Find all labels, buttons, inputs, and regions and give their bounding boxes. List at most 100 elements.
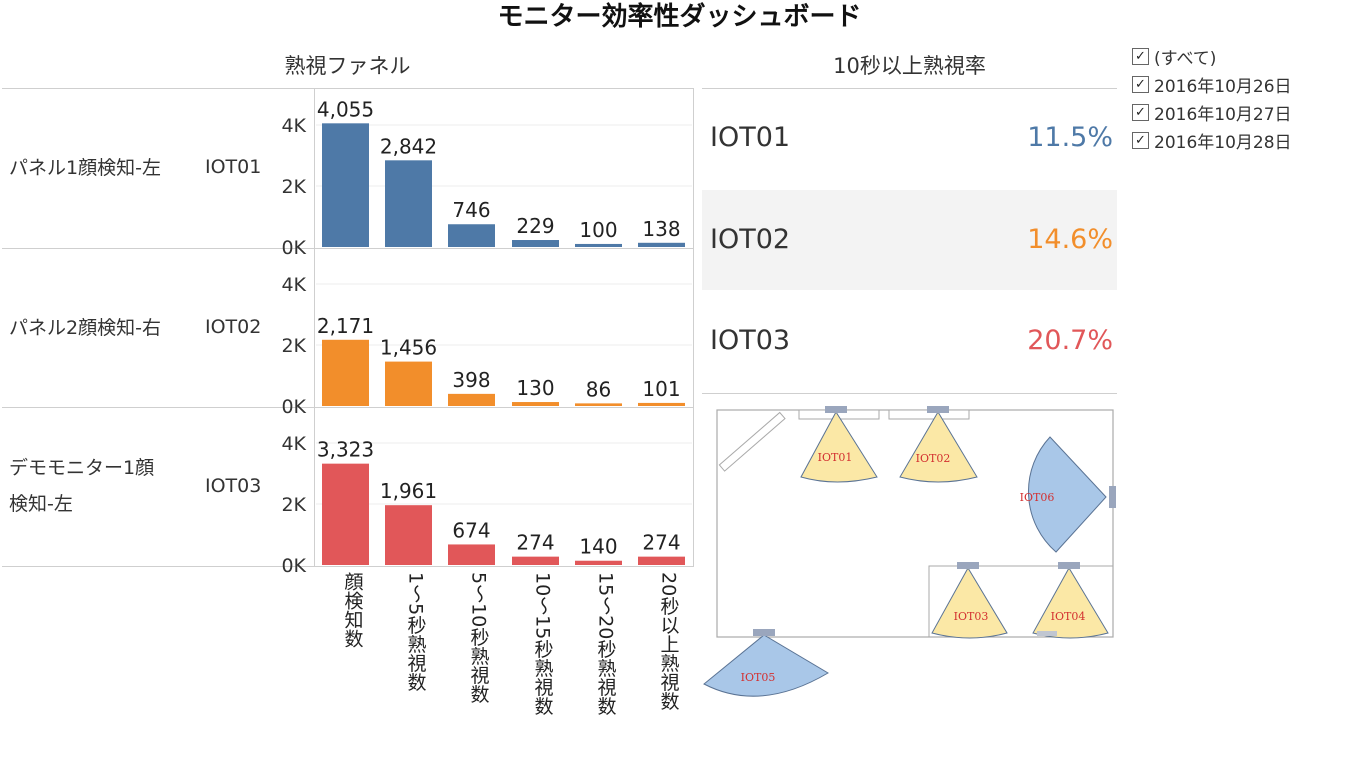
checkbox-checked-icon[interactable]: ✓ — [1132, 75, 1149, 93]
inner-room — [928, 565, 1114, 638]
data-label: 3,323 — [317, 438, 374, 462]
sensor-device — [825, 406, 847, 413]
bar-iot02-1[interactable] — [385, 361, 432, 406]
divider — [702, 393, 1117, 394]
sensor-cone-iot01 — [800, 411, 878, 483]
data-label: 100 — [579, 218, 617, 242]
filter-date-2[interactable]: ✓ 2016年10月27日 — [1132, 99, 1292, 125]
bar-iot03-0[interactable] — [322, 463, 369, 565]
divider — [2, 566, 694, 567]
filter-label: 2016年10月26日 — [1154, 76, 1292, 97]
panel-label-1: パネル1顔検知-左 — [9, 157, 161, 179]
funnel-title: 熟視ファネル — [284, 54, 411, 78]
y-tick-label: 4K — [281, 115, 306, 137]
filter-all[interactable]: ✓ (すべて) — [1132, 43, 1216, 69]
bar-iot01-5[interactable] — [638, 242, 685, 247]
rate-row-iot03[interactable]: IOT03 20.7% — [702, 291, 1117, 391]
filter-date-1[interactable]: ✓ 2016年10月26日 — [1132, 71, 1292, 97]
data-label: 138 — [642, 217, 680, 241]
data-label: 746 — [452, 198, 490, 222]
sensor-device — [957, 562, 979, 569]
rate-row-iot01[interactable]: IOT01 11.5% — [702, 88, 1117, 188]
panel-label-3: デモモニター1顔 — [9, 457, 155, 479]
data-label: 274 — [642, 531, 680, 555]
axis-line — [314, 88, 315, 567]
sensor-label: IOT01 — [818, 451, 853, 464]
device-label-2: IOT02 — [205, 316, 262, 338]
divider — [2, 407, 694, 408]
sensor-cone-iot05 — [703, 634, 829, 697]
bar-iot03-4[interactable] — [575, 560, 622, 565]
sensor-label: IOT04 — [1051, 610, 1086, 623]
checkbox-checked-icon[interactable]: ✓ — [1132, 131, 1149, 149]
filter-date-3[interactable]: ✓ 2016年10月28日 — [1132, 127, 1292, 153]
data-label: 86 — [586, 377, 611, 401]
sensor-label: IOT05 — [741, 671, 776, 684]
filter-label: 2016年10月28日 — [1154, 132, 1292, 153]
page-title: モニター効率性ダッシュボード — [497, 2, 862, 32]
bar-iot01-0[interactable] — [322, 123, 369, 247]
frame-line — [693, 88, 694, 567]
data-label: 274 — [516, 531, 554, 555]
bar-iot03-2[interactable] — [448, 544, 495, 565]
bar-iot02-4[interactable] — [575, 403, 622, 406]
device-label-3: IOT03 — [205, 475, 262, 497]
y-tick-label: 0K — [281, 237, 306, 259]
bar-iot02-5[interactable] — [638, 402, 685, 406]
divider — [2, 88, 694, 89]
sensor-label: IOT06 — [1020, 491, 1055, 504]
divider — [2, 248, 694, 249]
data-label: 2,842 — [380, 134, 437, 158]
bar-iot03-3[interactable] — [512, 556, 559, 565]
rate-row-iot02[interactable]: IOT02 14.6% — [702, 190, 1117, 290]
rate-value: 11.5% — [1027, 122, 1113, 153]
bar-iot01-1[interactable] — [385, 160, 432, 247]
panel-label-3-line2: 検知-左 — [9, 493, 73, 515]
sensor-device — [1037, 631, 1057, 636]
filter-label: 2016年10月27日 — [1154, 104, 1292, 125]
bar-iot01-2[interactable] — [448, 224, 495, 247]
checkbox-checked-icon[interactable]: ✓ — [1132, 103, 1149, 121]
bar-iot02-0[interactable] — [322, 339, 369, 406]
sensor-device — [927, 406, 949, 413]
y-tick-label: 4K — [281, 274, 306, 296]
bar-iot03-5[interactable] — [638, 556, 685, 565]
rate-value: 20.7% — [1027, 325, 1113, 356]
checkbox-checked-icon[interactable]: ✓ — [1132, 47, 1149, 65]
divider — [702, 88, 1117, 89]
sensor-label: IOT03 — [954, 610, 989, 623]
data-label: 101 — [642, 377, 680, 401]
bar-iot01-4[interactable] — [575, 243, 622, 247]
y-tick-label: 4K — [281, 433, 306, 455]
bar-iot03-1[interactable] — [385, 505, 432, 565]
sensor-label: IOT02 — [916, 452, 951, 465]
data-label: 140 — [579, 535, 617, 559]
panel-label-2: パネル2顔検知-右 — [9, 317, 161, 339]
device-label-1: IOT01 — [205, 156, 262, 178]
y-tick-label: 2K — [281, 176, 306, 198]
floor-plan: IOT01 IOT02 IOT06 IOT03 IOT04 IOT05 — [703, 406, 1116, 697]
bar-iot02-2[interactable] — [448, 393, 495, 406]
rate-device: IOT01 — [710, 122, 791, 153]
rate-title: 10秒以上熟視率 — [833, 54, 986, 78]
sensor-cone-iot06 — [1028, 436, 1107, 553]
sensor-cone-iot04 — [1032, 566, 1109, 639]
data-label: 4,055 — [317, 97, 374, 121]
rate-device: IOT03 — [710, 325, 791, 356]
data-label: 1,961 — [380, 479, 437, 503]
data-label: 674 — [452, 518, 490, 542]
bar-iot02-3[interactable] — [512, 402, 559, 406]
y-tick-label: 0K — [281, 555, 306, 577]
x-tick-label: 20秒以上熟視数 — [658, 572, 680, 710]
data-label: 229 — [516, 214, 554, 238]
data-label: 1,456 — [380, 336, 437, 360]
bar-iot01-3[interactable] — [512, 240, 559, 247]
rate-device: IOT02 — [710, 224, 791, 255]
data-label: 2,171 — [317, 314, 374, 338]
sensor-device — [1109, 486, 1116, 508]
sensor-cone-iot03 — [931, 566, 1008, 639]
sensor-device — [1058, 562, 1080, 569]
y-tick-label: 2K — [281, 335, 306, 357]
data-label: 130 — [516, 376, 554, 400]
